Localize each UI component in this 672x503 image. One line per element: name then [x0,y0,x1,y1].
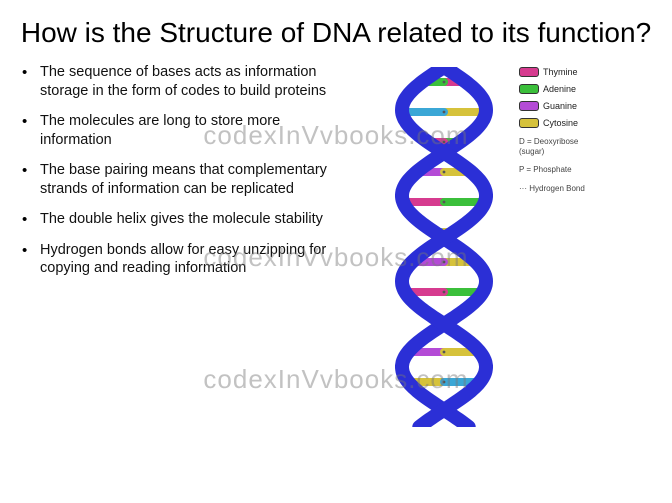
legend-label: Cytosine [543,118,578,128]
legend-item: Adenine [519,84,603,94]
slide: How is the Structure of DNA related to i… [0,0,672,503]
legend-swatch [519,118,539,128]
dna-helix [379,67,509,427]
bullet-list: The sequence of bases acts as informatio… [18,63,328,290]
legend-item: Guanine [519,101,603,111]
bullet-item: The double helix gives the molecule stab… [36,210,328,229]
legend-note: P = Phosphate [519,165,603,175]
legend-swatch [519,101,539,111]
bullet-item: The base pairing means that complementar… [36,161,328,198]
slide-title: How is the Structure of DNA related to i… [18,16,654,49]
legend-note: D = Deoxyribose (sugar) [519,137,603,156]
legend: Thymine Adenine Guanine Cytosine D = Deo… [519,67,603,193]
legend-label: Thymine [543,67,578,77]
legend-label: Guanine [543,101,577,111]
legend-label: Adenine [543,84,576,94]
dna-figure: Thymine Adenine Guanine Cytosine D = Deo… [328,63,654,427]
legend-note: ··· Hydrogen Bond [519,184,603,194]
bullet-item: The sequence of bases acts as informatio… [36,63,328,100]
slide-body: The sequence of bases acts as informatio… [18,63,654,427]
legend-item: Thymine [519,67,603,77]
legend-swatch [519,84,539,94]
bullet-item: The molecules are long to store more inf… [36,112,328,149]
legend-item: Cytosine [519,118,603,128]
bullet-item: Hydrogen bonds allow for easy unzipping … [36,241,328,278]
legend-swatch [519,67,539,77]
